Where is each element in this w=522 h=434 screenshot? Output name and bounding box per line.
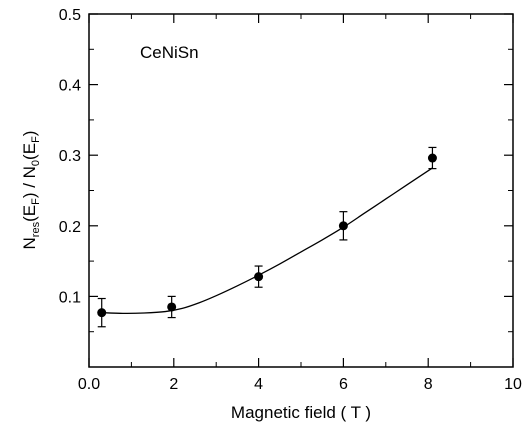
plot-frame [88,13,514,368]
data-point [427,153,437,163]
y-tick-label: 0.2 [59,219,81,236]
data-point [254,272,264,282]
x-tick-label: 2 [169,376,178,393]
data-point [167,302,177,312]
x-axis-label: Magnetic field ( T ) [231,403,371,422]
data-point [338,221,348,231]
chart-annotation: CeNiSn [140,43,199,62]
x-tick-label: 4 [254,376,263,393]
data-point [97,308,107,318]
fit-curve [101,167,433,315]
y-axis-label: Nres(EF) / N0(EF) [20,131,42,250]
y-tick-label: 0.5 [59,7,81,24]
x-tick-label: 6 [339,376,348,393]
y-tick-label: 0.1 [59,289,81,306]
x-tick-label: 10 [504,376,522,393]
y-tick-label: 0.4 [59,78,81,95]
y-tick-label: 0.3 [59,148,81,165]
x-tick-label: 8 [424,376,433,393]
x-tick-label: 0.0 [78,376,100,393]
